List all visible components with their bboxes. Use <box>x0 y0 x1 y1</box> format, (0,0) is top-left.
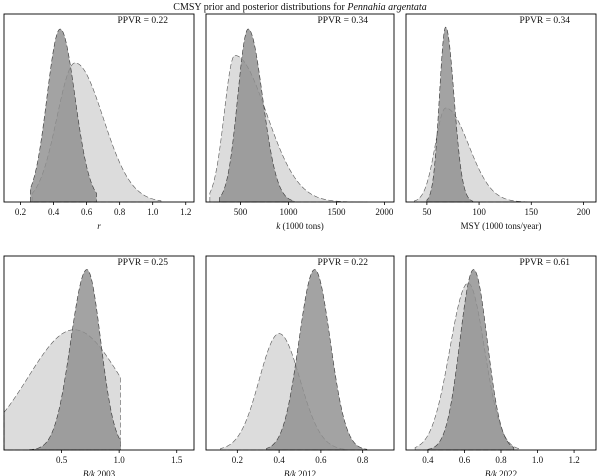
x-tick-label: 0.6 <box>81 207 93 217</box>
ppvr-label: PPVR = 0.22 <box>118 16 169 26</box>
x-tick-label: 0.4 <box>273 455 285 465</box>
posterior-density-area <box>30 28 97 203</box>
x-tick-label: 1.5 <box>171 455 183 465</box>
x-tick-label: 0.2 <box>15 207 26 217</box>
x-tick-label: 0.6 <box>315 455 327 465</box>
figure-title: CMSY prior and posterior distributions f… <box>0 2 600 13</box>
prior-density-area <box>220 333 347 451</box>
x-tick-label: 200 <box>577 207 591 217</box>
posterior-density-area <box>426 26 474 203</box>
x-tick-label: 1.2 <box>180 207 191 217</box>
x-tick-label: 0.6 <box>459 455 471 465</box>
x-axis-label: MSY (1000 tons/year) <box>461 221 542 231</box>
x-tick-label: 1.2 <box>568 455 579 465</box>
x-tick-label: 2000 <box>375 207 394 217</box>
x-axis-label: B/k 2003 <box>83 469 116 476</box>
ppvr-label: PPVR = 0.25 <box>118 258 169 268</box>
panel-4: 0.5 1.0 1.5 PPVR = 0.25 B/k 2003 <box>3 255 195 476</box>
ppvr-label: PPVR = 0.34 <box>318 16 369 26</box>
x-tick-label: 100 <box>472 207 486 217</box>
x-tick-label: 1.0 <box>532 455 544 465</box>
x-tick-label: 0.8 <box>357 455 369 465</box>
panel-frame <box>205 255 395 451</box>
panel-frame <box>205 13 395 203</box>
x-axis-label: B/k 2012 <box>284 469 316 476</box>
panel-5: 0.2 0.4 0.6 0.8 PPVR = 0.22 B/k 2012 <box>205 255 395 476</box>
posterior-density-area <box>266 269 368 451</box>
ppvr-label: PPVR = 0.61 <box>520 258 571 268</box>
ppvr-label: PPVR = 0.22 <box>318 258 369 268</box>
panel-frame <box>405 13 597 203</box>
x-tick-label: 500 <box>234 207 248 217</box>
x-tick-label: 1500 <box>327 207 346 217</box>
x-axis-label: r <box>97 221 101 231</box>
panel-2: 500 1000 1500 2000 PPVR = 0.34 k (1000 tons) <box>205 13 395 231</box>
x-tick-label: 1.0 <box>114 455 126 465</box>
posterior-density-area <box>219 28 295 203</box>
x-tick-label: 0.4 <box>422 455 434 465</box>
panel-frame <box>3 255 195 451</box>
posterior-density-area <box>29 269 121 451</box>
figure-title-species: Pennahia argentata <box>347 2 427 13</box>
x-tick-label: 0.2 <box>232 455 243 465</box>
ppvr-label: PPVR = 0.34 <box>520 16 571 26</box>
x-axis-label: k (1000 tons) <box>276 221 324 231</box>
x-tick-label: 1.0 <box>147 207 159 217</box>
panel-1: 0.2 0.4 0.6 0.8 1.0 1.2 PPVR = 0.22 r <box>3 13 195 231</box>
posterior-density-area <box>427 269 515 451</box>
x-tick-label: 0.8 <box>495 455 507 465</box>
x-tick-label: 0.4 <box>48 207 60 217</box>
x-tick-label: 150 <box>525 207 539 217</box>
panel-6: 0.4 0.6 0.8 1.0 1.2 PPVR = 0.61 B/k 2022 <box>405 255 597 476</box>
x-axis-label: B/k 2022 <box>485 469 517 476</box>
x-tick-label: 0.5 <box>56 455 68 465</box>
x-tick-label: 50 <box>422 207 432 217</box>
panel-frame <box>3 13 195 203</box>
prior-density-area <box>414 107 528 203</box>
x-tick-label: 0.8 <box>114 207 126 217</box>
figure-title-prefix: CMSY prior and posterior distributions f… <box>173 2 348 13</box>
x-tick-label: 1000 <box>279 207 298 217</box>
panel-3: 50 100 150 200 PPVR = 0.34 MSY (1000 tons/yea… <box>405 13 597 231</box>
